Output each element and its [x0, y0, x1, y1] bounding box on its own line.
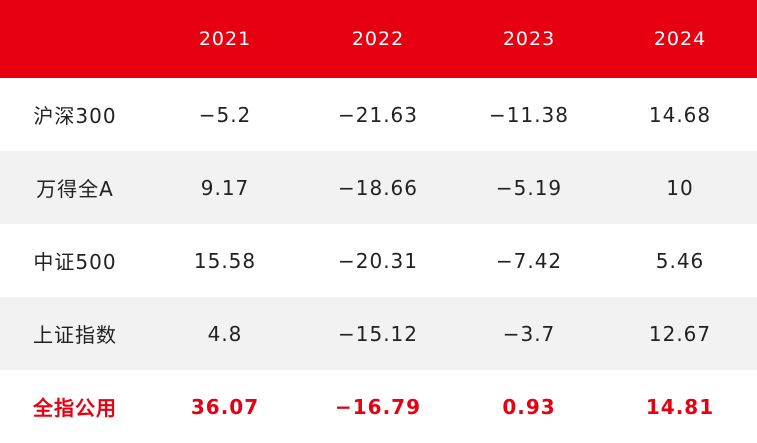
table-row: 万得全A 9.17 −18.66 −5.19 10 — [0, 151, 757, 224]
column-header: 2023 — [502, 28, 556, 50]
cell-value: −5.19 — [495, 175, 563, 200]
cell-value: −21.63 — [337, 102, 419, 127]
cell-value: 5.46 — [655, 248, 705, 273]
cell-value: −11.38 — [488, 102, 570, 127]
cell-value: −3.7 — [502, 321, 556, 346]
cell-value: −18.66 — [337, 175, 419, 200]
cell-value: −5.2 — [198, 102, 252, 127]
cell-value: 9.17 — [200, 175, 250, 200]
cell-value: −16.79 — [334, 394, 422, 419]
header-row: 2021 2022 2023 2024 — [0, 0, 757, 78]
table-row: 中证500 15.58 −20.31 −7.42 5.46 — [0, 224, 757, 297]
cell-value: 10 — [666, 175, 694, 200]
cell-value: 36.07 — [190, 394, 260, 419]
column-header: 2024 — [653, 28, 707, 50]
cell-value: 12.67 — [648, 321, 712, 346]
cell-value: −15.12 — [337, 321, 419, 346]
cell-value: 15.58 — [193, 248, 257, 273]
cell-value: −20.31 — [337, 248, 419, 273]
cell-value: 14.68 — [648, 102, 712, 127]
row-label: 中证500 — [33, 250, 117, 274]
row-label: 上证指数 — [33, 323, 117, 347]
table-row: 沪深300 −5.2 −21.63 −11.38 14.68 — [0, 78, 757, 151]
column-header: 2021 — [198, 28, 252, 50]
row-label: 万得全A — [36, 177, 114, 201]
table-row: 全指公用 36.07 −16.79 0.93 14.81 — [0, 370, 757, 443]
row-label: 全指公用 — [33, 396, 117, 420]
cell-value: −7.42 — [495, 248, 563, 273]
cell-value: 0.93 — [502, 394, 556, 419]
column-header: 2022 — [351, 28, 405, 50]
table-row: 上证指数 4.8 −15.12 −3.7 12.67 — [0, 297, 757, 370]
cell-value: 4.8 — [207, 321, 243, 346]
cell-value: 14.81 — [645, 394, 715, 419]
row-label: 沪深300 — [33, 104, 117, 128]
